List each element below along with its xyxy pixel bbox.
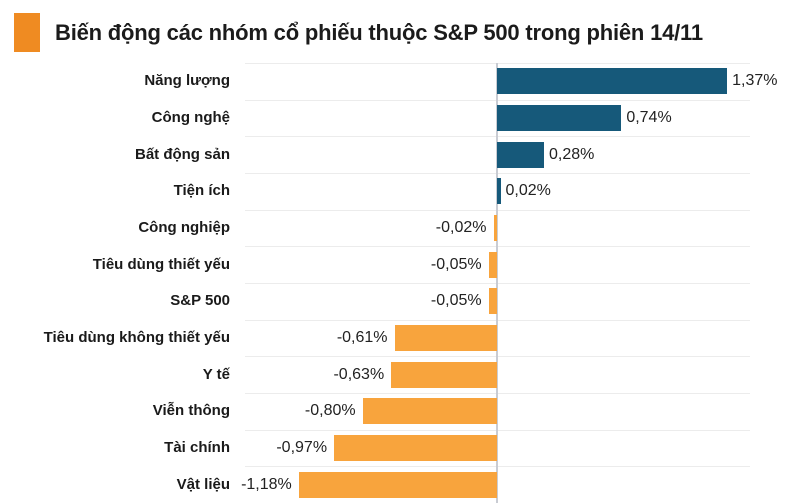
category-label: Công nghệ [151, 109, 230, 126]
value-label: -0,80% [304, 402, 356, 419]
bar-negative [334, 435, 497, 461]
category-label: Y tế [202, 366, 230, 383]
category-label: Tiêu dùng thiết yếu [92, 256, 230, 273]
category-label: Viễn thông [152, 402, 230, 419]
category-label: Tiện ích [173, 182, 230, 199]
bar-positive [497, 68, 728, 94]
value-label: -0,05% [430, 292, 482, 309]
category-label: Công nghiệp [138, 219, 230, 236]
value-label: -0,97% [276, 439, 328, 456]
bar-positive [497, 105, 622, 131]
value-label: -0,63% [333, 366, 385, 383]
value-label: -0,02% [435, 219, 487, 236]
value-label: 0,02% [505, 182, 551, 199]
bar-negative [493, 215, 497, 241]
category-label: S&P 500 [170, 292, 230, 309]
bar-negative [488, 288, 497, 314]
value-label: 0,74% [626, 109, 672, 126]
bar-negative [362, 398, 497, 424]
page-title: Biến động các nhóm cổ phiếu thuộc S&P 50… [55, 20, 703, 45]
category-label: Vật liệu [176, 476, 230, 493]
bar-negative [391, 362, 497, 388]
bar-negative [488, 252, 497, 278]
value-label: -0,05% [430, 256, 482, 273]
category-label: Bất động sản [134, 146, 230, 163]
bar-positive [497, 178, 501, 204]
bar-positive [497, 142, 545, 168]
value-label: 1,37% [732, 72, 778, 89]
bar-negative [298, 472, 497, 498]
value-label: -0,61% [336, 329, 388, 346]
title-accent-square-icon [14, 13, 40, 52]
value-label: -1,18% [241, 476, 292, 493]
axis-baseline [496, 63, 498, 503]
bar-negative [394, 325, 497, 351]
category-label: Tài chính [164, 439, 230, 456]
category-label: Năng lượng [144, 72, 230, 89]
category-label: Tiêu dùng không thiết yếu [43, 329, 230, 346]
value-label: 0,28% [549, 146, 595, 163]
